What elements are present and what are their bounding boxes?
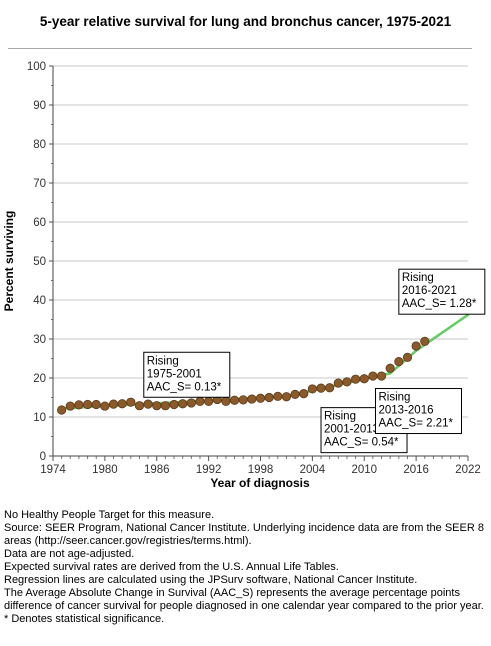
annotation-frame [398, 268, 486, 315]
data-point [178, 399, 188, 409]
data-point [273, 391, 283, 401]
x-tick-label: 1992 [196, 464, 222, 476]
chart-title: 5-year relative survival for lung and br… [39, 14, 452, 29]
points-layer [57, 336, 430, 415]
y-tick-label: 90 [33, 100, 46, 112]
data-point [307, 384, 317, 394]
annotation-text: 2016-2021 [402, 285, 457, 297]
data-point [74, 400, 84, 410]
y-tick-label: 70 [33, 178, 46, 190]
data-point [351, 374, 361, 384]
annotation-text: Rising [147, 355, 179, 367]
x-axis-label: Year of diagnosis [210, 476, 310, 490]
data-point [299, 388, 309, 399]
annotation-text: AAC_S= 0.54* [324, 437, 399, 449]
footnote-line: Regression lines are calculated using th… [4, 574, 418, 586]
data-point [342, 377, 352, 387]
data-point [281, 392, 292, 402]
grid-layer [53, 65, 468, 418]
data-point [143, 399, 153, 409]
data-point [394, 357, 404, 367]
data-point [411, 341, 421, 351]
data-point [108, 399, 119, 409]
annotation-text: AAC_S= 1.28* [402, 298, 477, 310]
data-point [316, 383, 326, 393]
data-point [134, 401, 145, 411]
data-point [290, 389, 300, 399]
title-divider [8, 48, 472, 49]
x-tick-label: 1980 [92, 464, 118, 476]
footnotes: No Healthy People Target for this measur… [4, 509, 489, 626]
data-point [169, 399, 179, 410]
data-point [221, 396, 231, 406]
y-tick-label: 0 [40, 451, 46, 463]
y-tick-label: 80 [33, 139, 46, 151]
annotation-text: 2013-2016 [378, 405, 433, 417]
y-tick-label: 40 [33, 295, 46, 307]
data-point [65, 401, 75, 411]
survival-chart: 0 10 20 30 40 50 60 70 80 90 100 1974 1980 1986 1992 19… [2, 61, 486, 490]
data-point [255, 393, 266, 403]
data-point [264, 392, 274, 403]
data-point [186, 398, 196, 408]
annotation-frame [374, 388, 462, 435]
data-point [100, 401, 110, 411]
x-tick-label: 1986 [144, 464, 170, 476]
footnote-line: * Denotes statistical significance. [4, 613, 165, 625]
data-point [160, 401, 170, 411]
data-point [247, 394, 257, 404]
data-point [420, 336, 430, 346]
annotation-text: Rising [402, 272, 434, 284]
annotation-text: AAC_S= 2.21* [378, 418, 453, 430]
data-point [195, 396, 205, 406]
data-point [117, 399, 127, 409]
y-tick-label: 60 [33, 217, 46, 229]
annotation-text: Rising [324, 411, 356, 423]
data-point [82, 399, 93, 410]
data-point [91, 399, 101, 410]
x-tick-label: 2016 [403, 464, 429, 476]
footnote-line: Expected survival rates are derived from… [4, 561, 339, 573]
data-point [385, 363, 395, 373]
footnote-line: No Healthy People Target for this measur… [4, 509, 215, 521]
x-tick-label: 1974 [40, 464, 66, 476]
y-tick-label: 50 [33, 256, 46, 268]
data-point [325, 383, 335, 393]
data-point [229, 395, 240, 405]
y-tick-label: 100 [27, 61, 46, 73]
y-tick-label: 30 [33, 334, 46, 346]
y-axis-label: Percent surviving [2, 211, 16, 312]
annotation-text: 2001-2013 [324, 424, 379, 436]
annotation-text: Rising [378, 392, 410, 404]
annotation-frame [143, 351, 231, 398]
annotation-text: 1975-2001 [147, 368, 202, 380]
footnote-line: The Average Absolute Change in Survival … [4, 587, 484, 612]
y-tick-label: 20 [33, 373, 46, 385]
data-point [333, 378, 343, 388]
axes-layer: 0 10 20 30 40 50 60 70 80 90 100 1974 1980 1986 1992 19… [27, 61, 481, 476]
data-point [376, 371, 387, 381]
x-tick-label: 2004 [300, 464, 326, 476]
data-point [57, 405, 67, 415]
data-point [204, 396, 214, 406]
data-point [402, 352, 413, 362]
data-point [126, 397, 136, 407]
data-point [238, 395, 248, 405]
x-tick-label: 1998 [248, 464, 274, 476]
footnote-line: Data are not age-adjusted. [4, 548, 135, 560]
annotation-text: AAC_S= 0.13* [147, 381, 222, 393]
footnote-line: Source: SEER Program, National Cancer In… [4, 522, 484, 547]
y-tick-label: 10 [33, 412, 46, 424]
data-point [152, 401, 162, 411]
x-tick-label: 2010 [351, 464, 377, 476]
x-tick-label: 2022 [455, 464, 481, 476]
data-point [368, 371, 378, 381]
data-point [359, 374, 369, 384]
